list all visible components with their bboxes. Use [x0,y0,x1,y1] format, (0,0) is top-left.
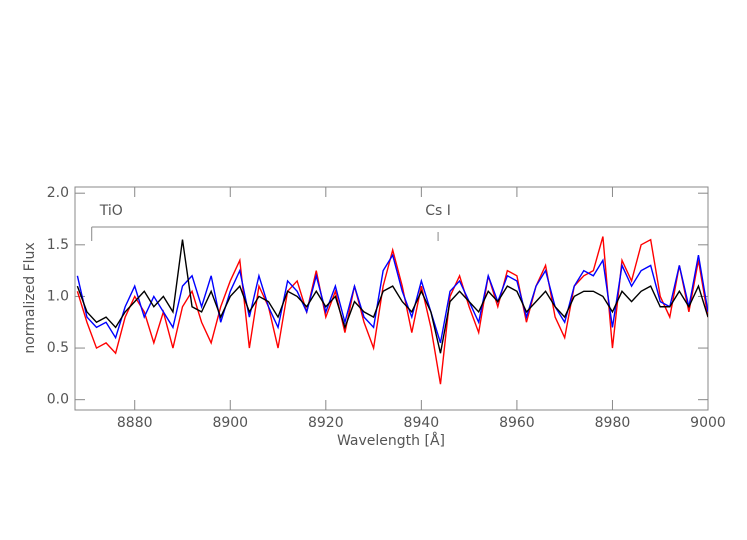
x-tick-label: 8880 [117,415,153,431]
x-tick-label: 8920 [308,415,344,431]
x-tick-label: 8980 [595,415,631,431]
plot-frame [74,186,709,411]
annotation: TiO [99,203,123,219]
y-tick-label: 0.0 [47,392,69,408]
annotation: Cs I [425,203,451,219]
x-tick-label: 8940 [404,415,440,431]
x-tick-label: 8960 [499,415,535,431]
spectrum-line [76,253,708,344]
plot-area [76,236,708,385]
x-tick-label: 8900 [212,415,248,431]
x-axis-label: Wavelength [Å] [337,432,445,449]
y-tick-label: 1.5 [47,237,69,253]
y-tick-label: 0.5 [47,340,69,356]
x-tick-label: 9000 [690,415,726,431]
y-axis-label: normalized Flux [22,242,38,353]
y-tick-label: 1.0 [47,288,69,304]
spectrum-line [76,239,708,354]
y-tick-label: 2.0 [47,185,69,201]
spectrum-line [76,236,708,385]
